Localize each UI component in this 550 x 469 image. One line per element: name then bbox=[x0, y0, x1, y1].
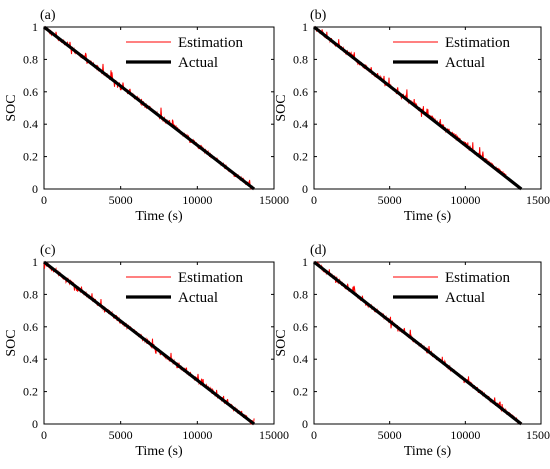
series-actual-line bbox=[313, 260, 523, 426]
y-tick-label: 0.2 bbox=[23, 385, 38, 399]
x-tick-label: 10000 bbox=[182, 193, 212, 207]
y-tick-label: 0 bbox=[32, 417, 38, 431]
y-tick-label: 0 bbox=[302, 182, 308, 196]
legend-label-actual: Actual bbox=[445, 290, 485, 306]
chart-panel: 0 5000 10000 15000 0 0.2 0.4 0.6 0.8 1 Time (s) SOC… bbox=[4, 243, 289, 459]
plot-area bbox=[313, 261, 542, 425]
y-axis-label: SOC bbox=[274, 94, 289, 121]
chart-panel: 0 5000 10000 15000 0 0.2 0.4 0.6 0.8 1 Time (s) SOC… bbox=[4, 8, 289, 224]
x-tick-label: 0 bbox=[41, 428, 47, 442]
chart-panel: 0 5000 10000 15000 0 0.2 0.4 0.6 0.8 1 Time (s) SOC… bbox=[274, 243, 550, 459]
y-tick-label: 0.6 bbox=[293, 320, 308, 334]
x-tick-label: 5000 bbox=[378, 428, 402, 442]
series-actual-line bbox=[43, 25, 256, 191]
plot-area bbox=[43, 26, 275, 190]
y-axis-label: SOC bbox=[274, 329, 289, 356]
x-tick-label: 15000 bbox=[259, 428, 289, 442]
panel-label: (c) bbox=[40, 243, 56, 258]
y-tick-label: 1 bbox=[302, 255, 308, 269]
y-axis-label: SOC bbox=[4, 94, 19, 121]
y-tick-label: 0.8 bbox=[23, 287, 38, 301]
legend-label-estimation: Estimation bbox=[178, 270, 243, 286]
series-actual-line bbox=[43, 260, 256, 426]
y-tick-label: 0.8 bbox=[293, 52, 308, 66]
panel-label: (a) bbox=[40, 8, 56, 23]
x-tick-label: 15000 bbox=[259, 193, 289, 207]
legend-label-actual: Actual bbox=[445, 55, 485, 71]
x-axis-label: Time (s) bbox=[135, 444, 183, 459]
y-tick-label: 0.2 bbox=[293, 150, 308, 164]
x-tick-label: 0 bbox=[311, 193, 317, 207]
y-tick-label: 0.4 bbox=[23, 352, 38, 366]
y-tick-label: 0.6 bbox=[23, 85, 38, 99]
y-tick-label: 0.4 bbox=[293, 352, 308, 366]
panel-label: (d) bbox=[310, 243, 327, 258]
y-tick-label: 0 bbox=[32, 182, 38, 196]
x-tick-label: 0 bbox=[311, 428, 317, 442]
series-actual-line bbox=[313, 25, 523, 191]
y-tick-label: 0 bbox=[302, 417, 308, 431]
y-tick-label: 0.2 bbox=[23, 150, 38, 164]
legend-label-estimation: Estimation bbox=[445, 35, 510, 51]
x-tick-label: 10000 bbox=[182, 428, 212, 442]
x-tick-label: 5000 bbox=[109, 193, 133, 207]
x-tick-label: 15000 bbox=[526, 193, 550, 207]
plot-area bbox=[43, 261, 275, 425]
y-tick-label: 1 bbox=[302, 20, 308, 34]
legend-label-actual: Actual bbox=[178, 290, 218, 306]
y-tick-label: 1 bbox=[32, 255, 38, 269]
legend-label-estimation: Estimation bbox=[178, 35, 243, 51]
plot-area bbox=[313, 26, 542, 190]
x-tick-label: 10000 bbox=[450, 193, 480, 207]
panel-label: (b) bbox=[310, 8, 327, 23]
x-tick-label: 10000 bbox=[450, 428, 480, 442]
y-tick-label: 0.4 bbox=[23, 117, 38, 131]
chart-panel: 0 5000 10000 15000 0 0.2 0.4 0.6 0.8 1 Time (s) SOC… bbox=[274, 8, 550, 224]
y-tick-label: 0.8 bbox=[23, 52, 38, 66]
y-axis-label: SOC bbox=[4, 329, 19, 356]
y-tick-label: 0.4 bbox=[293, 117, 308, 131]
x-tick-label: 15000 bbox=[526, 428, 550, 442]
x-tick-label: 0 bbox=[41, 193, 47, 207]
y-tick-label: 0.6 bbox=[23, 320, 38, 334]
y-tick-label: 0.6 bbox=[293, 85, 308, 99]
x-tick-label: 5000 bbox=[109, 428, 133, 442]
y-tick-label: 0.8 bbox=[293, 287, 308, 301]
legend-label-estimation: Estimation bbox=[445, 270, 510, 286]
y-tick-label: 1 bbox=[32, 20, 38, 34]
x-axis-label: Time (s) bbox=[135, 209, 183, 224]
legend-label-actual: Actual bbox=[178, 55, 218, 71]
y-tick-label: 0.2 bbox=[293, 385, 308, 399]
x-axis-label: Time (s) bbox=[404, 444, 452, 459]
x-tick-label: 5000 bbox=[378, 193, 402, 207]
x-axis-label: Time (s) bbox=[404, 209, 452, 224]
